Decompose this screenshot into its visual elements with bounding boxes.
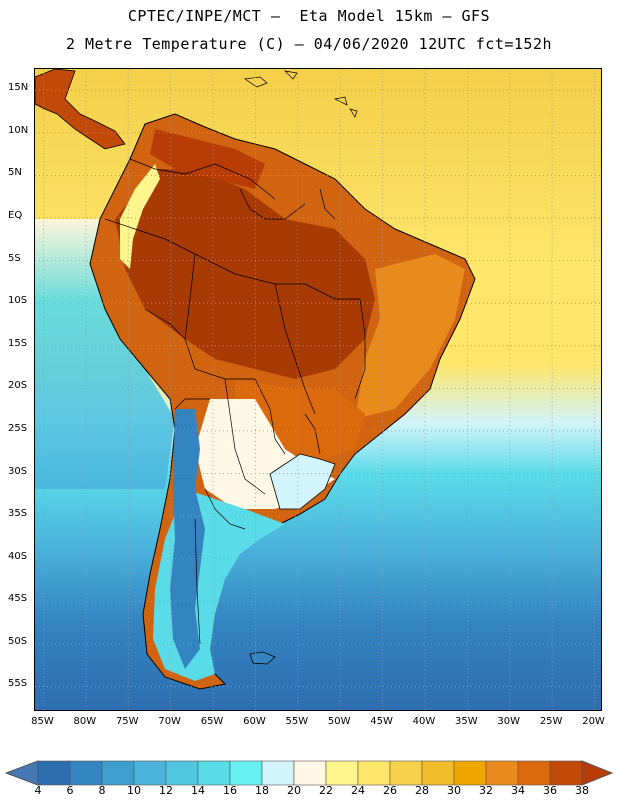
southern-warm-zone xyxy=(235,379,365,459)
colorbar-swatch xyxy=(325,760,359,786)
colorbar-level-label: 18 xyxy=(255,784,269,797)
colorbar-swatch xyxy=(37,760,71,786)
colorbar-swatch xyxy=(389,760,423,786)
colorbar-level-label: 12 xyxy=(159,784,173,797)
lon-label: 80W xyxy=(73,716,97,727)
colorbar-swatch xyxy=(485,760,519,786)
lat-label: 30S xyxy=(8,465,28,477)
lat-label: 40S xyxy=(8,550,28,562)
lat-label: EQ xyxy=(8,210,23,222)
colorbar-swatch xyxy=(101,760,135,786)
temperature-map xyxy=(34,68,602,711)
lon-label: 55W xyxy=(285,716,309,727)
map-canvas xyxy=(35,69,601,710)
colorbar-swatch xyxy=(133,760,167,786)
lon-label: 25W xyxy=(539,716,563,727)
lon-label: 40W xyxy=(412,716,436,727)
andes-cold-strip xyxy=(170,409,205,669)
colorbar-swatch xyxy=(197,760,231,786)
colorbar-level-label: 16 xyxy=(223,784,237,797)
lat-label: 35S xyxy=(8,508,28,520)
central-america xyxy=(35,69,126,150)
colorbar-level-label: 4 xyxy=(34,784,42,797)
lon-label: 70W xyxy=(158,716,181,727)
colorbar-level-label: 38 xyxy=(575,784,589,797)
colorbar-level-label: 26 xyxy=(383,784,397,797)
colorbar-level-label: 32 xyxy=(479,784,493,797)
colorbar-swatch xyxy=(293,760,327,786)
lat-label: 55S xyxy=(8,678,28,690)
colorbar-swatch xyxy=(517,760,551,786)
lat-label: 20S xyxy=(8,380,28,392)
lat-label: 10S xyxy=(8,295,28,307)
colorbar-swatch xyxy=(69,760,103,786)
colorbar-level-label: 8 xyxy=(98,784,106,797)
colorbar-swatch xyxy=(357,760,391,786)
colorbar-swatch xyxy=(165,760,199,786)
colorbar-level-label: 6 xyxy=(66,784,74,797)
colorbar-level-label: 34 xyxy=(511,784,525,797)
colorbar-level-label: 10 xyxy=(127,784,141,797)
andes-north-strip xyxy=(120,164,160,269)
lat-label: 10N xyxy=(8,124,29,136)
lat-label: 25S xyxy=(8,422,28,434)
lat-label: 5S xyxy=(8,252,21,264)
lon-label: 35W xyxy=(455,716,478,727)
lon-label: 45W xyxy=(370,716,393,727)
lat-label: 15N xyxy=(8,82,29,94)
title-line-2: 2 Metre Temperature (C) – 04/06/2020 12U… xyxy=(65,35,553,53)
lat-label: 5N xyxy=(8,167,22,179)
falkland-islands xyxy=(249,651,276,665)
colorbar-level-label: 22 xyxy=(319,784,333,797)
colorbar-max-arrow xyxy=(581,760,614,786)
lon-label: 30W xyxy=(497,716,521,727)
hot-interior-zone xyxy=(115,169,375,379)
lat-label: 45S xyxy=(8,593,28,605)
country-borders xyxy=(104,158,366,645)
colorbar-swatch xyxy=(229,760,263,786)
lat-label: 50S xyxy=(8,635,28,647)
colorbar-level-label: 20 xyxy=(287,784,301,797)
lon-label: 65W xyxy=(200,716,224,727)
colorbar-swatch xyxy=(549,760,583,786)
colorbar-level-label: 36 xyxy=(543,784,557,797)
title-line-1: CPTEC/INPE/MCT – Eta Model 15km – GFS xyxy=(127,7,491,25)
colorbar-level-label: 28 xyxy=(415,784,429,797)
uruguay-region xyxy=(269,453,336,510)
lon-label: 20W xyxy=(582,716,605,727)
lon-label: 60W xyxy=(243,716,266,727)
color-legend xyxy=(4,760,614,786)
lon-label: 85W xyxy=(31,716,54,727)
northern-hot-zone xyxy=(150,129,265,189)
graticule xyxy=(35,69,601,710)
colorbar-level-label: 30 xyxy=(447,784,461,797)
lon-label: 75W xyxy=(115,716,139,727)
colorbar-level-label: 14 xyxy=(191,784,205,797)
colorbar-swatch xyxy=(261,760,295,786)
colorbar-swatch xyxy=(453,760,487,786)
colorbar-min-arrow xyxy=(4,760,39,786)
colorbar-swatch xyxy=(421,760,455,786)
caribbean-islands xyxy=(244,70,358,118)
colorbar-level-label: 24 xyxy=(351,784,365,797)
pacific-cool-zone xyxy=(35,219,175,489)
lat-label: 15S xyxy=(8,337,28,349)
lon-label: 50W xyxy=(327,716,351,727)
